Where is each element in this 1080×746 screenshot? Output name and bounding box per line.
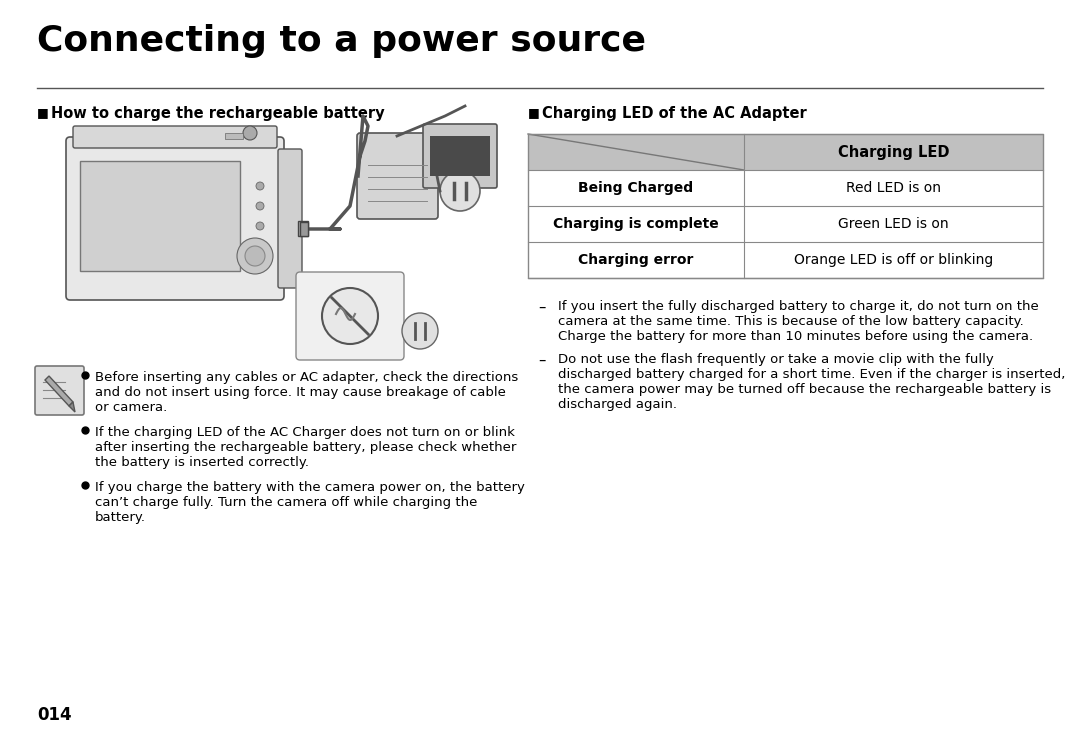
Text: camera at the same time. This is because of the low battery capacity.: camera at the same time. This is because… bbox=[558, 315, 1024, 328]
Text: discharged again.: discharged again. bbox=[558, 398, 677, 411]
Circle shape bbox=[256, 182, 264, 190]
Bar bbox=[528, 170, 1043, 206]
Text: ■: ■ bbox=[37, 106, 49, 119]
Text: 014: 014 bbox=[37, 706, 71, 724]
Bar bbox=[225, 133, 243, 139]
Text: the battery is inserted correctly.: the battery is inserted correctly. bbox=[95, 456, 309, 469]
Bar bbox=[528, 134, 1043, 170]
FancyBboxPatch shape bbox=[73, 126, 276, 148]
Circle shape bbox=[245, 246, 265, 266]
Polygon shape bbox=[45, 376, 73, 406]
Text: the camera power may be turned off because the rechargeable battery is: the camera power may be turned off becau… bbox=[558, 383, 1051, 396]
Circle shape bbox=[402, 313, 438, 349]
Text: Being Charged: Being Charged bbox=[579, 181, 693, 195]
Text: or camera.: or camera. bbox=[95, 401, 167, 414]
Text: battery.: battery. bbox=[95, 511, 146, 524]
FancyBboxPatch shape bbox=[357, 133, 438, 219]
Text: Do not use the flash frequently or take a movie clip with the fully: Do not use the flash frequently or take … bbox=[558, 353, 994, 366]
Text: Before inserting any cables or AC adapter, check the directions: Before inserting any cables or AC adapte… bbox=[95, 371, 518, 384]
FancyBboxPatch shape bbox=[423, 124, 497, 188]
Bar bbox=[300, 222, 308, 236]
Text: can’t charge fully. Turn the camera off while charging the: can’t charge fully. Turn the camera off … bbox=[95, 496, 477, 509]
Bar bbox=[528, 134, 1043, 278]
Text: How to charge the rechargeable battery: How to charge the rechargeable battery bbox=[51, 106, 384, 121]
Bar bbox=[430, 136, 490, 176]
FancyBboxPatch shape bbox=[278, 149, 302, 288]
Text: discharged battery charged for a short time. Even if the charger is inserted,: discharged battery charged for a short t… bbox=[558, 368, 1065, 381]
Text: Charging LED of the AC Adapter: Charging LED of the AC Adapter bbox=[542, 106, 807, 121]
Text: –: – bbox=[538, 353, 545, 368]
Text: Charging LED: Charging LED bbox=[838, 145, 949, 160]
Circle shape bbox=[243, 126, 257, 140]
Text: after inserting the rechargeable battery, please check whether: after inserting the rechargeable battery… bbox=[95, 441, 516, 454]
Text: –: – bbox=[538, 300, 545, 315]
Text: Green LED is on: Green LED is on bbox=[838, 217, 949, 231]
Text: Connecting to a power source: Connecting to a power source bbox=[37, 24, 646, 58]
Polygon shape bbox=[69, 402, 75, 412]
Circle shape bbox=[440, 171, 480, 211]
Text: Orange LED is off or blinking: Orange LED is off or blinking bbox=[794, 253, 994, 267]
Text: If the charging LED of the AC Charger does not turn on or blink: If the charging LED of the AC Charger do… bbox=[95, 426, 515, 439]
Bar bbox=[298, 221, 308, 236]
Circle shape bbox=[237, 238, 273, 274]
Bar bbox=[528, 206, 1043, 242]
Text: ■: ■ bbox=[528, 106, 540, 119]
FancyBboxPatch shape bbox=[35, 366, 84, 415]
Circle shape bbox=[256, 222, 264, 230]
Circle shape bbox=[256, 202, 264, 210]
Circle shape bbox=[322, 288, 378, 344]
Text: Charge the battery for more than 10 minutes before using the camera.: Charge the battery for more than 10 minu… bbox=[558, 330, 1034, 343]
FancyBboxPatch shape bbox=[66, 137, 284, 300]
Text: If you insert the fully discharged battery to charge it, do not turn on the: If you insert the fully discharged batte… bbox=[558, 300, 1039, 313]
Text: Red LED is on: Red LED is on bbox=[846, 181, 941, 195]
Text: and do not insert using force. It may cause breakage of cable: and do not insert using force. It may ca… bbox=[95, 386, 505, 399]
Text: Charging is complete: Charging is complete bbox=[553, 217, 719, 231]
Bar bbox=[528, 242, 1043, 278]
Bar bbox=[80, 161, 240, 271]
Text: Charging error: Charging error bbox=[578, 253, 693, 267]
Text: If you charge the battery with the camera power on, the battery: If you charge the battery with the camer… bbox=[95, 481, 525, 494]
FancyBboxPatch shape bbox=[296, 272, 404, 360]
